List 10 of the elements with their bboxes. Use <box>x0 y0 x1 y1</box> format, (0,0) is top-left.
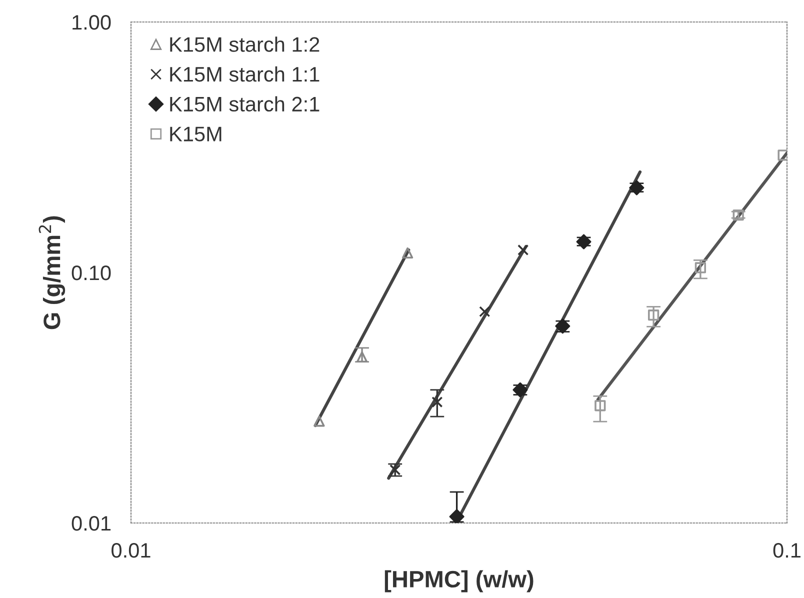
legend-label: K15M starch 1:1 <box>170 66 320 82</box>
y-tick-label: 0.01 <box>72 516 111 531</box>
legend-label: K15M starch 1:2 <box>170 36 320 52</box>
y-tick-label: 0.10 <box>72 266 111 280</box>
x-tick-label: 0.1 <box>773 542 800 558</box>
x-axis-title: [HPMC] (w/w) <box>384 570 534 592</box>
legend-label: K15M starch 2:1 <box>170 96 320 112</box>
y-tick-label: 1.00 <box>72 15 111 30</box>
y-axis-title: G (g/mm$^{2}$) <box>38 216 66 330</box>
legend-label: K15M <box>170 126 222 142</box>
